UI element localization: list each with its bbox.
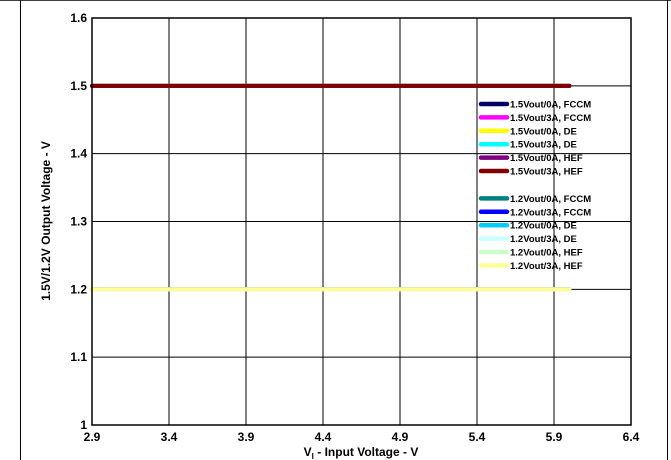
x-tick-label: 3.4 — [161, 430, 178, 444]
x-tick-label: 2.9 — [84, 430, 101, 444]
y-tick-label: 1.1 — [70, 350, 87, 364]
legend-label: 1.2Vout/0A, HEF — [510, 248, 583, 259]
plot-area-border — [91, 17, 632, 426]
y-tick-label: 1.5 — [70, 79, 87, 93]
x-axis-label-subscript: I — [312, 452, 314, 460]
y-tick-labels: 1 1.1 1.2 1.3 1.4 1.5 1.6 — [70, 11, 87, 432]
y-axis-label: 1.5V/1.2V Output Voltage - V — [39, 141, 53, 301]
x-axis-label-rest: - Input Voltage - V — [314, 445, 418, 459]
x-tick-label: 4.4 — [315, 430, 332, 444]
legend-label: 1.2Vout/3A, HEF — [510, 261, 583, 272]
legend-label: 1.5Vout/3A, DE — [510, 140, 577, 151]
x-axis-label: VI - Input Voltage - V — [304, 445, 419, 460]
legend-label: 1.2Vout/3A, DE — [510, 234, 577, 245]
legend-label: 1.5Vout/3A, FCCM — [510, 113, 591, 124]
legend-label: 1.5Vout/0A, DE — [510, 126, 577, 137]
series-layer — [90, 83, 572, 292]
x-axis-label-main: V — [304, 445, 312, 459]
y-tick-label: 1.2 — [70, 282, 87, 296]
legend-label: 1.5Vout/3A, HEF — [510, 167, 583, 178]
x-tick-label: 5.4 — [469, 430, 486, 444]
x-tick-labels: 2.9 3.4 3.9 4.4 4.9 5.4 5.9 6.4 — [84, 430, 640, 444]
legend: 1.5Vout/0A, FCCM 1.5Vout/3A, FCCM 1.5Vout/… — [478, 100, 591, 272]
y-tick-label: 1.4 — [70, 147, 87, 161]
x-tick-label: 5.9 — [546, 430, 563, 444]
y-tick-label: 1.6 — [70, 11, 87, 25]
x-tick-label: 3.9 — [238, 430, 255, 444]
y-tick-label: 1.3 — [70, 215, 87, 229]
legend-label: 1.2Vout/0A, DE — [510, 221, 577, 232]
legend-label: 1.2Vout/0A, FCCM — [510, 194, 591, 205]
x-tick-label: 6.4 — [623, 430, 640, 444]
y-tick-label: 1 — [80, 418, 87, 432]
x-tick-label: 4.9 — [392, 430, 409, 444]
legend-label: 1.5Vout/0A, FCCM — [510, 100, 591, 111]
legend-label: 1.2Vout/3A, FCCM — [510, 207, 591, 218]
legend-label: 1.5Vout/0A, HEF — [510, 153, 583, 164]
